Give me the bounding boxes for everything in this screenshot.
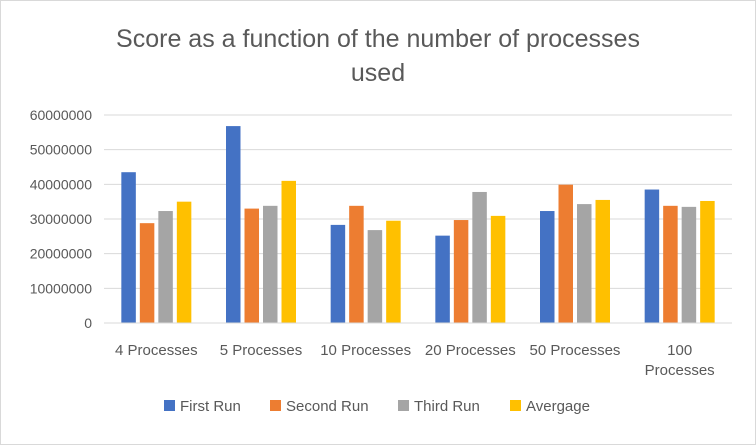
bar-third-run [577, 204, 592, 323]
bar-second-run [558, 184, 573, 323]
legend-swatch [510, 400, 521, 411]
bar-avergage [595, 199, 610, 323]
y-tick-label: 20000000 [30, 246, 93, 262]
legend-label: Avergage [526, 398, 590, 415]
gridlines [104, 114, 732, 289]
bar-first-run [121, 172, 136, 323]
x-category-label: 4 Processes [115, 342, 198, 359]
chart-title-line-1: Score as a function of the number of pro… [116, 25, 640, 53]
legend-label: First Run [180, 398, 241, 415]
x-axis-category-labels: 4 Processes 5 Processes 10 Processes 20 Pro… [115, 342, 715, 379]
bar-second-run [139, 223, 155, 323]
bar-avergage [281, 180, 296, 323]
bar-avergage [700, 200, 715, 323]
bar-third-run [158, 211, 173, 323]
bar-third-run [472, 191, 487, 323]
bar-second-run [663, 205, 678, 323]
bar-avergage [176, 201, 192, 323]
bar-second-run [453, 220, 469, 323]
bar-first-run [330, 224, 346, 323]
bar-avergage [386, 220, 401, 323]
y-tick-label: 60000000 [30, 107, 93, 123]
y-tick-label: 30000000 [30, 211, 93, 227]
x-category-label: 10 Processes [320, 342, 411, 359]
bar-second-run [349, 205, 364, 323]
bar-first-run [226, 126, 241, 324]
y-tick-label: 40000000 [30, 176, 93, 192]
x-category-label: 20 Processes [425, 342, 516, 359]
x-category-label: Processes [645, 362, 715, 379]
x-category-label: 50 Processes [530, 342, 621, 359]
bars [121, 126, 715, 324]
chart-title-line-2: used [350, 59, 406, 87]
bar-first-run [644, 189, 660, 323]
legend-swatch [398, 400, 409, 411]
bar-third-run [681, 206, 697, 323]
bar-avergage [490, 215, 506, 323]
y-axis-ticks: 0 10000000 20000000 30000000 40000000 5000000… [30, 107, 93, 331]
bar-second-run [244, 208, 259, 323]
y-tick-label: 0 [84, 315, 92, 331]
legend-label: Second Run [286, 398, 369, 415]
bar-first-run [435, 235, 450, 323]
bar-third-run [263, 205, 278, 323]
bar-first-run [540, 211, 555, 323]
chart-title: Score as a function of the number of pro… [0, 22, 756, 90]
legend: First Run Second Run Third Run Avergage [164, 398, 590, 415]
legend-label: Third Run [414, 398, 480, 415]
bar-third-run [367, 230, 383, 323]
x-category-label: 5 Processes [220, 342, 303, 359]
legend-swatch [164, 400, 175, 411]
legend-swatch [270, 400, 281, 411]
y-tick-label: 10000000 [30, 280, 93, 296]
x-category-label: 100 [667, 342, 692, 359]
y-tick-label: 50000000 [30, 142, 93, 158]
